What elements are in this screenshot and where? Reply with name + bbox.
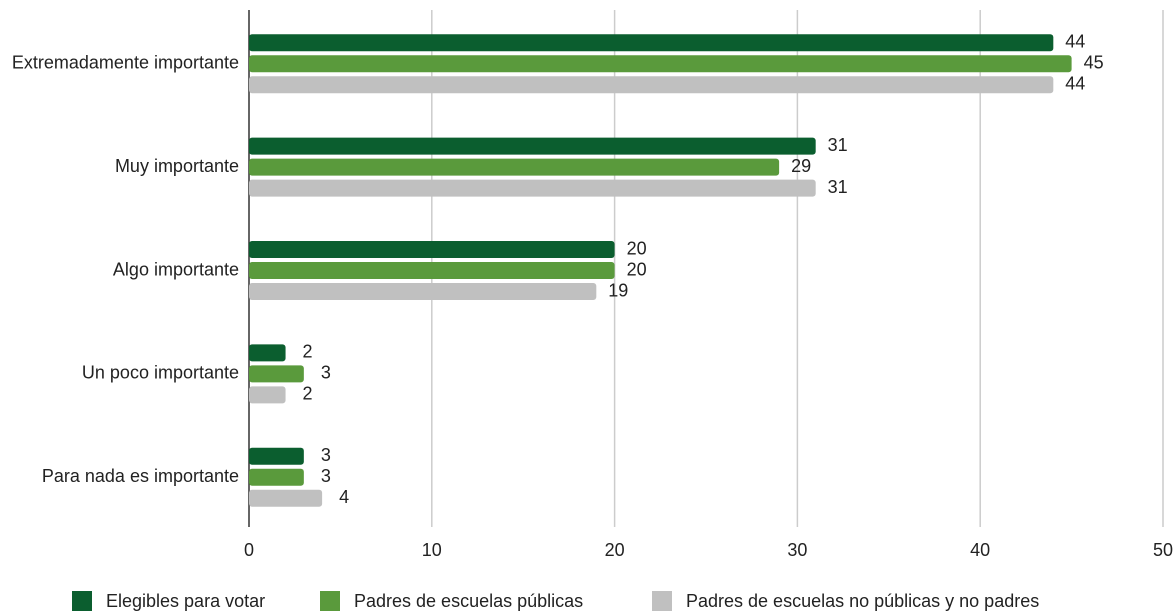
y-tick-label: Algo importante: [113, 259, 239, 279]
value-label: 20: [627, 238, 647, 258]
value-label: 44: [1065, 31, 1085, 51]
y-tick-label: Muy importante: [115, 156, 239, 176]
value-label: 3: [321, 363, 331, 383]
bar: [249, 386, 286, 404]
y-tick-label: Extremadamente importante: [12, 52, 239, 72]
value-label: 20: [627, 259, 647, 279]
x-tick-label: 20: [605, 540, 625, 560]
x-tick-label: 50: [1153, 540, 1173, 560]
value-label: 3: [321, 445, 331, 465]
y-tick-label: Un poco importante: [82, 363, 239, 383]
x-tick-label: 10: [422, 540, 442, 560]
value-label: 2: [303, 342, 313, 362]
bar: [249, 489, 323, 507]
value-label: 29: [791, 156, 811, 176]
bar: [249, 137, 816, 155]
legend-label: Padres de escuelas públicas: [354, 591, 583, 611]
bar: [249, 365, 304, 383]
x-tick-label: 40: [970, 540, 990, 560]
bar: [249, 241, 615, 258]
value-label: 2: [303, 384, 313, 404]
legend-label: Elegibles para votar: [106, 591, 265, 611]
bar: [249, 158, 780, 176]
value-label: 44: [1065, 73, 1085, 93]
bar: [249, 76, 1054, 94]
bar: [249, 34, 1054, 52]
bar: [249, 283, 597, 300]
bar: [249, 55, 1072, 73]
legend-label: Padres de escuelas no públicas y no padr…: [686, 591, 1039, 611]
value-label: 31: [828, 177, 848, 197]
legend-swatch: [72, 591, 92, 611]
value-label: 45: [1084, 52, 1104, 72]
bar: [249, 179, 816, 197]
bar: [249, 344, 286, 362]
bar: [249, 262, 615, 279]
bar: [249, 447, 304, 465]
value-label: 4: [339, 487, 349, 507]
y-tick-label: Para nada es importante: [42, 466, 239, 486]
x-tick-label: 30: [787, 540, 807, 560]
legend-swatch: [652, 591, 672, 611]
bar: [249, 468, 304, 486]
value-label: 3: [321, 466, 331, 486]
value-label: 19: [608, 280, 628, 300]
legend-swatch: [320, 591, 340, 611]
x-tick-label: 0: [244, 540, 254, 560]
value-label: 31: [828, 135, 848, 155]
